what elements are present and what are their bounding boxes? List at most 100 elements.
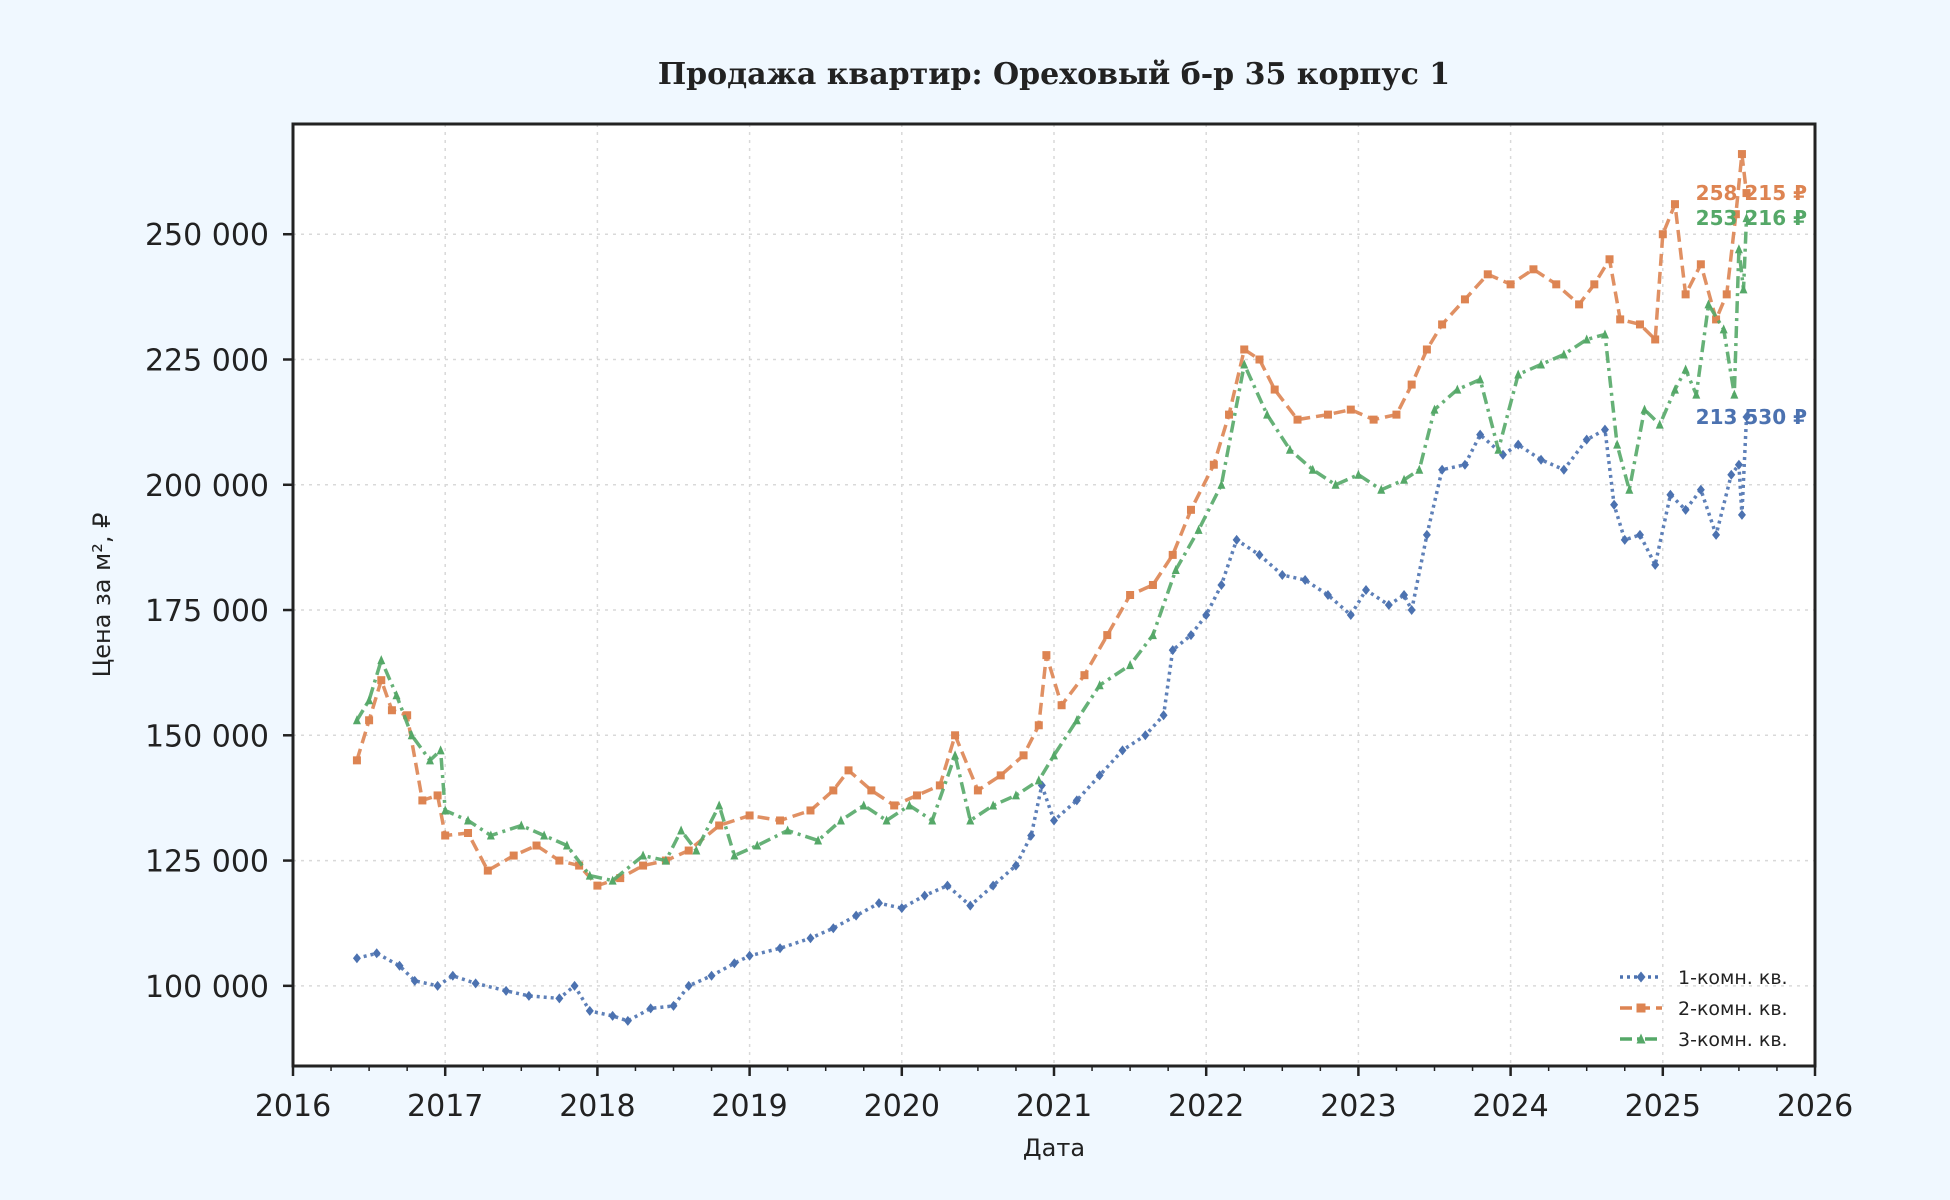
data-point	[852, 910, 861, 921]
data-point	[1369, 415, 1378, 424]
x-tick-label: 2022	[1168, 1089, 1244, 1124]
data-point	[1742, 189, 1751, 198]
data-point	[555, 993, 564, 1004]
x-tick-label: 2017	[407, 1089, 483, 1124]
data-point	[1126, 591, 1135, 599]
data-point	[1278, 569, 1287, 580]
end-labels: 213 530 ₽ 258 215 ₽253 216 ₽	[1696, 181, 1807, 429]
data-point	[441, 805, 450, 815]
data-point	[562, 840, 571, 850]
series-end-label: 253 216 ₽	[1696, 206, 1807, 230]
data-point	[1730, 389, 1739, 399]
data-point	[1658, 230, 1667, 239]
data-point	[836, 815, 845, 825]
legend-label: 1-комн. кв.	[1678, 967, 1788, 989]
data-point	[502, 985, 511, 996]
y-tick-label: 225 000	[145, 344, 269, 379]
series-1	[352, 411, 1751, 1026]
data-point	[1225, 410, 1234, 419]
data-point	[1537, 454, 1546, 465]
data-point	[1186, 630, 1195, 641]
data-point	[1095, 770, 1104, 781]
data-point	[623, 1015, 632, 1026]
data-point	[646, 1003, 655, 1014]
data-point	[1506, 280, 1515, 289]
data-point	[352, 715, 361, 725]
data-point	[1438, 464, 1447, 475]
legend-marker	[1636, 1033, 1646, 1044]
data-point	[951, 750, 960, 760]
data-point	[1171, 564, 1180, 574]
data-point	[1148, 580, 1157, 589]
data-point	[464, 829, 473, 838]
data-point	[1400, 590, 1409, 600]
data-point	[387, 706, 396, 715]
data-point	[1422, 345, 1431, 354]
data-point	[483, 866, 492, 875]
data-point	[920, 890, 929, 901]
data-point	[1050, 750, 1058, 760]
data-point	[1168, 550, 1177, 559]
data-point	[1582, 334, 1591, 344]
x-tick-label: 2018	[559, 1089, 635, 1124]
data-point	[730, 850, 739, 860]
data-point	[1301, 574, 1310, 585]
y-tick-label: 150 000	[145, 719, 269, 754]
data-point	[1263, 409, 1272, 419]
data-point	[745, 950, 754, 961]
data-point	[1514, 439, 1523, 450]
data-point	[1118, 745, 1127, 756]
data-point	[806, 933, 815, 944]
data-point	[1422, 529, 1431, 540]
data-point	[540, 830, 549, 840]
data-point	[1616, 315, 1625, 324]
legend-marker	[1636, 1003, 1646, 1013]
data-point	[1483, 270, 1492, 279]
data-point	[407, 730, 416, 740]
data-point	[509, 851, 518, 860]
data-point	[661, 855, 670, 865]
data-point	[1681, 290, 1690, 299]
data-point	[1392, 410, 1401, 419]
data-point	[776, 816, 785, 825]
data-point	[1640, 404, 1649, 414]
data-point	[1737, 509, 1746, 520]
data-point	[1681, 504, 1690, 515]
y-axis-label: Цена за м², ₽	[88, 513, 116, 678]
data-point	[1529, 265, 1538, 274]
data-point	[1293, 415, 1302, 424]
data-point	[1681, 364, 1690, 374]
data-point	[776, 943, 785, 954]
data-point	[1377, 484, 1386, 494]
data-point	[905, 800, 914, 810]
series-3	[352, 213, 1751, 885]
data-point	[1103, 631, 1112, 640]
data-point	[436, 745, 445, 755]
data-point	[745, 811, 754, 820]
data-point	[943, 880, 952, 891]
data-point	[1407, 380, 1416, 389]
x-axis-label: Дата	[1023, 1134, 1085, 1162]
data-point	[1011, 860, 1020, 871]
data-point	[844, 766, 853, 775]
data-point	[1126, 660, 1135, 670]
legend-label: 3-комн. кв.	[1678, 1029, 1788, 1051]
data-point	[1655, 419, 1664, 429]
data-point	[1141, 730, 1150, 741]
data-point	[1080, 671, 1089, 680]
data-point	[1670, 384, 1679, 394]
chart-title: Продажа квартир: Ореховый б-р 35 корпус …	[658, 57, 1450, 92]
x-tick-label: 2021	[1016, 1089, 1092, 1124]
data-point	[1719, 324, 1728, 334]
data-point	[1270, 385, 1279, 394]
data-point	[989, 880, 998, 891]
data-point	[1605, 255, 1614, 264]
data-point	[1712, 529, 1721, 540]
data-point	[471, 978, 480, 989]
y-tick-label: 175 000	[145, 594, 269, 629]
x-tick-label: 2023	[1320, 1089, 1396, 1124]
x-tick-label: 2025	[1625, 1089, 1701, 1124]
data-point	[585, 1005, 594, 1016]
legend: 1-комн. кв. 2-комн. кв. 3-комн. кв.	[1620, 967, 1788, 1051]
